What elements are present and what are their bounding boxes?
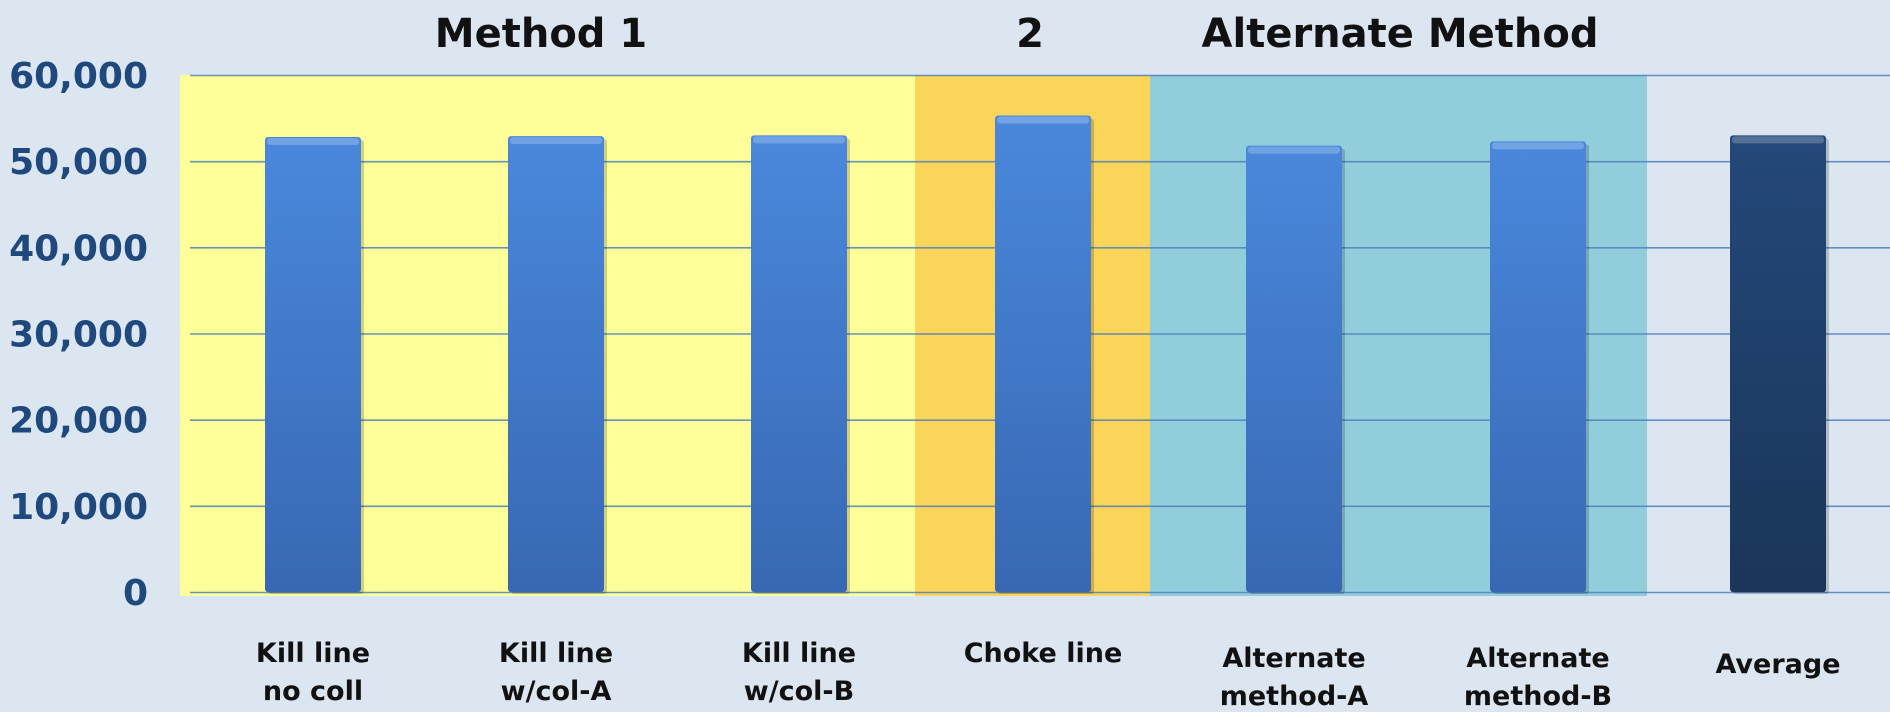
bar-cap — [753, 136, 845, 144]
bar-1 — [508, 136, 607, 594]
category-label-line: Kill line — [256, 638, 370, 669]
bar-body — [1490, 141, 1586, 592]
category-label-2: Kill line w/col-B — [742, 638, 856, 707]
bar-cap — [1732, 136, 1824, 144]
bar-body — [751, 135, 847, 593]
category-label-4: Alternate method-A — [1220, 643, 1369, 712]
category-label-1: Kill line w/col-A — [499, 638, 613, 707]
y-tick-label: 50,000 — [9, 142, 148, 183]
y-tick-label: 20,000 — [9, 401, 148, 442]
category-label-line: method-B — [1464, 681, 1612, 712]
bar-0 — [265, 137, 364, 595]
category-label-line: Kill line — [742, 638, 856, 669]
bar-4 — [1246, 145, 1345, 594]
bar-3 — [995, 115, 1094, 594]
bar-cap — [997, 116, 1089, 124]
category-label-line: Choke line — [964, 638, 1123, 669]
bar-cap — [1248, 146, 1340, 154]
average-bar — [1730, 135, 1829, 595]
category-label-line: Alternate — [1466, 643, 1609, 674]
bar-cap — [510, 137, 602, 145]
group-label-1: 2 — [1016, 11, 1044, 57]
category-label-line: w/col-A — [501, 676, 612, 707]
y-tick-label: 30,000 — [9, 315, 148, 356]
bar-cap — [267, 138, 359, 146]
y-tick-label: 60,000 — [9, 56, 148, 97]
category-label-line: no coll — [263, 676, 363, 707]
category-label-6: Average — [1715, 649, 1840, 680]
bar-body — [265, 137, 361, 593]
category-label-3: Choke line — [964, 638, 1123, 669]
bar-body — [1246, 145, 1342, 592]
y-tick-label: 10,000 — [9, 487, 148, 528]
bar-body — [508, 136, 604, 592]
category-label-line: Kill line — [499, 638, 613, 669]
y-tick-label: 0 — [123, 573, 148, 614]
category-label-5: Alternate method-B — [1464, 643, 1612, 712]
group-label-2: Alternate Method — [1202, 11, 1599, 57]
bar-5 — [1490, 141, 1589, 594]
category-label-0: Kill line no coll — [256, 638, 370, 707]
category-label-line: Alternate — [1222, 643, 1365, 674]
category-label-line: method-A — [1220, 681, 1369, 712]
bar-body — [995, 115, 1091, 592]
y-tick-label: 40,000 — [9, 228, 148, 269]
bar-2 — [751, 135, 850, 595]
bar-cap — [1492, 142, 1584, 150]
group-label-0: Method 1 — [435, 11, 647, 57]
category-label-line: w/col-B — [744, 676, 854, 707]
bar-body — [1730, 135, 1826, 593]
category-label-line: Average — [1715, 649, 1840, 680]
